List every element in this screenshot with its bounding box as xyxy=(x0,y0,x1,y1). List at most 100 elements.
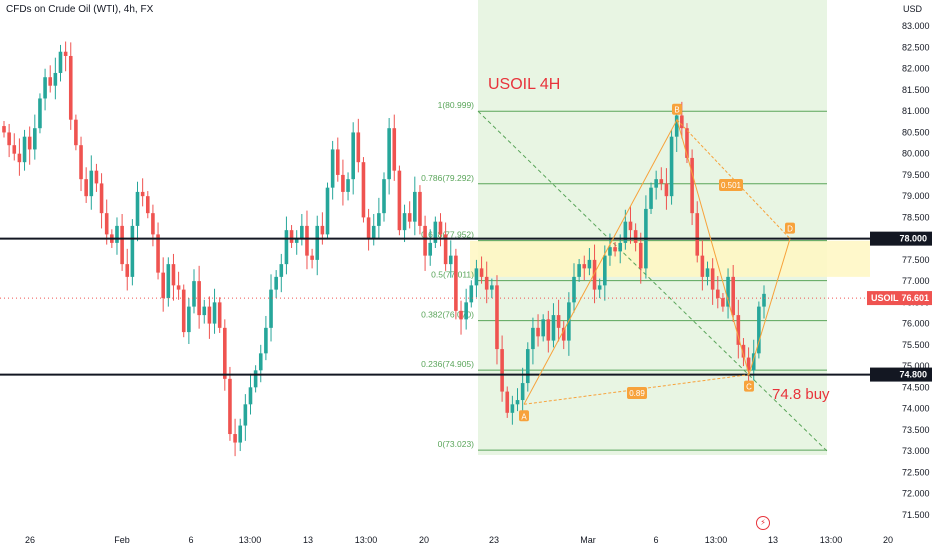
price-tick-label: 82.500 xyxy=(902,42,930,52)
candle-body xyxy=(151,213,155,235)
candle-body xyxy=(104,213,109,235)
candle-body xyxy=(171,264,176,286)
candle-body xyxy=(536,327,540,337)
pattern-point-label: B xyxy=(674,106,679,115)
pattern-point-label: A xyxy=(521,412,527,421)
candle-body xyxy=(438,221,443,235)
time-tick-label: 23 xyxy=(489,535,499,545)
candle-body xyxy=(156,234,160,273)
candle-body xyxy=(500,349,504,392)
candle-body xyxy=(17,153,22,163)
candle-body xyxy=(58,51,63,73)
candle-body xyxy=(145,196,150,214)
candle-body xyxy=(705,268,710,277)
time-tick-label: 13:00 xyxy=(355,535,378,545)
candle-body xyxy=(582,264,587,269)
ratio-box-ac xyxy=(627,387,647,399)
candle-body xyxy=(731,276,735,316)
candle-body xyxy=(181,289,186,333)
lightning-icon[interactable]: ⚡ xyxy=(756,516,770,530)
candle-body xyxy=(633,230,638,243)
time-tick-label: Mar xyxy=(580,535,596,545)
candle-body xyxy=(377,213,381,226)
pattern-point-marker xyxy=(672,103,682,115)
price-axis: 83.000 82.500 82.000 81.500 81.000 80.500 80.0… xyxy=(867,21,932,520)
candle-body xyxy=(361,162,366,218)
fib-level-label: 0(73.023) xyxy=(438,439,475,449)
ratio-label-ac: 0.89 xyxy=(629,389,645,398)
candle-body xyxy=(423,225,427,256)
candle-body xyxy=(238,425,243,443)
candle-body xyxy=(700,255,705,277)
chart-title: CFDs on Crude Oil (WTI), 4h, FX xyxy=(6,4,154,15)
candle-body xyxy=(228,378,232,435)
candle-body xyxy=(89,170,94,197)
candle-body xyxy=(407,213,412,222)
candle-body xyxy=(608,247,612,256)
candle-body xyxy=(726,276,730,307)
candle-body xyxy=(135,191,140,226)
candle-body xyxy=(161,272,165,299)
candle-body xyxy=(305,225,309,256)
time-axis: 26 Feb 6 13:00 13 13:00 20 23 Mar 6 13:00 13 13:00 20 xyxy=(25,535,893,545)
price-tick-label: 79.500 xyxy=(902,170,930,180)
ac-dashed-line xyxy=(523,374,750,405)
candle-body xyxy=(38,98,42,129)
candle-body xyxy=(392,128,397,171)
candle-body xyxy=(325,187,330,235)
candle-body xyxy=(27,136,32,150)
price-tick-label: 79.000 xyxy=(902,191,930,201)
candle-body xyxy=(525,349,530,384)
price-tick-label: 83.000 xyxy=(902,21,930,31)
candle-body xyxy=(94,170,99,184)
time-tick-label: 13 xyxy=(303,535,313,545)
candle-body xyxy=(428,242,433,256)
candle-body xyxy=(99,183,104,214)
level-tag-top-text: 78.000 xyxy=(899,234,927,244)
candle-body xyxy=(22,136,27,163)
time-tick-label: 6 xyxy=(188,535,193,545)
candle-body xyxy=(187,306,191,333)
fib-level-label: 0.382(76.070) xyxy=(421,310,474,320)
price-tick-label: 81.000 xyxy=(902,106,930,116)
price-tick-label: 77.500 xyxy=(902,255,930,265)
candle-body xyxy=(382,179,386,214)
candle-body xyxy=(592,259,597,290)
candle-body xyxy=(413,191,417,222)
candle-body xyxy=(366,217,371,239)
candle-body xyxy=(551,315,556,341)
candle-body xyxy=(269,289,273,328)
candle-body xyxy=(387,128,391,180)
pattern-point-marker xyxy=(785,222,795,234)
price-tick-label: 82.000 xyxy=(902,64,930,74)
candle-body xyxy=(202,306,207,316)
candle-body xyxy=(212,302,217,324)
candle-body xyxy=(248,387,253,405)
candle-body xyxy=(577,264,581,277)
candle-body xyxy=(680,115,684,129)
candle-body xyxy=(556,315,561,328)
chart-annotation-title: USOIL 4H xyxy=(488,76,560,93)
candle-body xyxy=(495,285,499,350)
candle-body xyxy=(741,344,746,358)
time-tick-label: 13 xyxy=(768,535,778,545)
candle-body xyxy=(125,264,130,277)
candle-body xyxy=(469,285,474,303)
time-tick-label: 6 xyxy=(653,535,658,545)
candle-body xyxy=(207,306,212,324)
candle-body xyxy=(659,179,664,184)
candle-body xyxy=(628,221,633,231)
symbol-tag-text: USOIL xyxy=(871,293,899,303)
price-tick-label: 71.500 xyxy=(902,510,930,520)
candle-body xyxy=(397,170,402,231)
candle-body xyxy=(597,285,602,290)
candle-body xyxy=(505,391,510,413)
candle-body xyxy=(474,268,479,286)
ratio-box-bc xyxy=(719,179,743,191)
candle-body xyxy=(115,225,119,243)
fib-level-label: 0.5(77.011) xyxy=(431,270,474,280)
candle-body xyxy=(448,255,453,265)
time-tick-label: 13:00 xyxy=(820,535,843,545)
candle-body xyxy=(284,230,289,265)
